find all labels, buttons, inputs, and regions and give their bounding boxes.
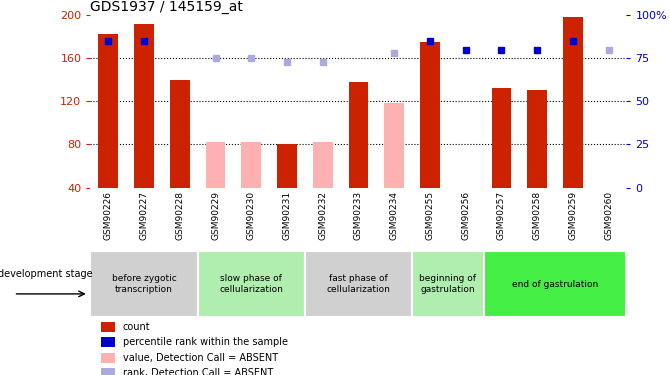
Bar — [198, 251, 305, 317]
Text: GDS1937 / 145159_at: GDS1937 / 145159_at — [90, 0, 243, 14]
Text: GSM90228: GSM90228 — [176, 190, 184, 240]
Bar — [277, 144, 297, 188]
Bar — [90, 251, 198, 317]
Text: percentile rank within the sample: percentile rank within the sample — [123, 338, 287, 347]
Text: fast phase of
cellularization: fast phase of cellularization — [326, 274, 391, 294]
Bar — [170, 80, 190, 188]
Text: count: count — [123, 322, 150, 332]
Bar — [101, 368, 115, 375]
Bar — [484, 251, 626, 317]
Bar — [101, 352, 115, 363]
Bar — [305, 251, 412, 317]
Text: GSM90234: GSM90234 — [390, 190, 399, 240]
Bar — [527, 90, 547, 188]
Text: GSM90257: GSM90257 — [497, 190, 506, 240]
Bar — [241, 142, 261, 188]
Bar — [313, 142, 332, 188]
Bar — [420, 42, 440, 188]
Text: GSM90258: GSM90258 — [533, 190, 541, 240]
Text: beginning of
gastrulation: beginning of gastrulation — [419, 274, 476, 294]
Bar — [206, 142, 225, 188]
Text: slow phase of
cellularization: slow phase of cellularization — [219, 274, 283, 294]
Bar — [412, 251, 484, 317]
Bar — [98, 34, 118, 188]
Text: value, Detection Call = ABSENT: value, Detection Call = ABSENT — [123, 352, 278, 363]
Text: GSM90227: GSM90227 — [139, 190, 149, 240]
Bar — [348, 82, 369, 188]
Text: GSM90226: GSM90226 — [104, 190, 113, 240]
Text: development stage: development stage — [0, 269, 92, 279]
Text: GSM90231: GSM90231 — [283, 190, 291, 240]
Text: GSM90259: GSM90259 — [568, 190, 578, 240]
Bar — [492, 88, 511, 188]
Text: GSM90233: GSM90233 — [354, 190, 363, 240]
Text: GSM90255: GSM90255 — [425, 190, 434, 240]
Text: GSM90229: GSM90229 — [211, 190, 220, 240]
Bar — [134, 24, 154, 188]
Text: rank, Detection Call = ABSENT: rank, Detection Call = ABSENT — [123, 368, 273, 375]
Text: GSM90260: GSM90260 — [604, 190, 613, 240]
Bar — [563, 17, 583, 188]
Text: end of gastrulation: end of gastrulation — [512, 280, 598, 289]
Bar — [101, 338, 115, 347]
Text: before zygotic
transcription: before zygotic transcription — [112, 274, 176, 294]
Bar — [101, 322, 115, 332]
Bar — [385, 104, 404, 188]
Text: GSM90256: GSM90256 — [461, 190, 470, 240]
Text: GSM90230: GSM90230 — [247, 190, 256, 240]
Text: GSM90232: GSM90232 — [318, 190, 327, 240]
